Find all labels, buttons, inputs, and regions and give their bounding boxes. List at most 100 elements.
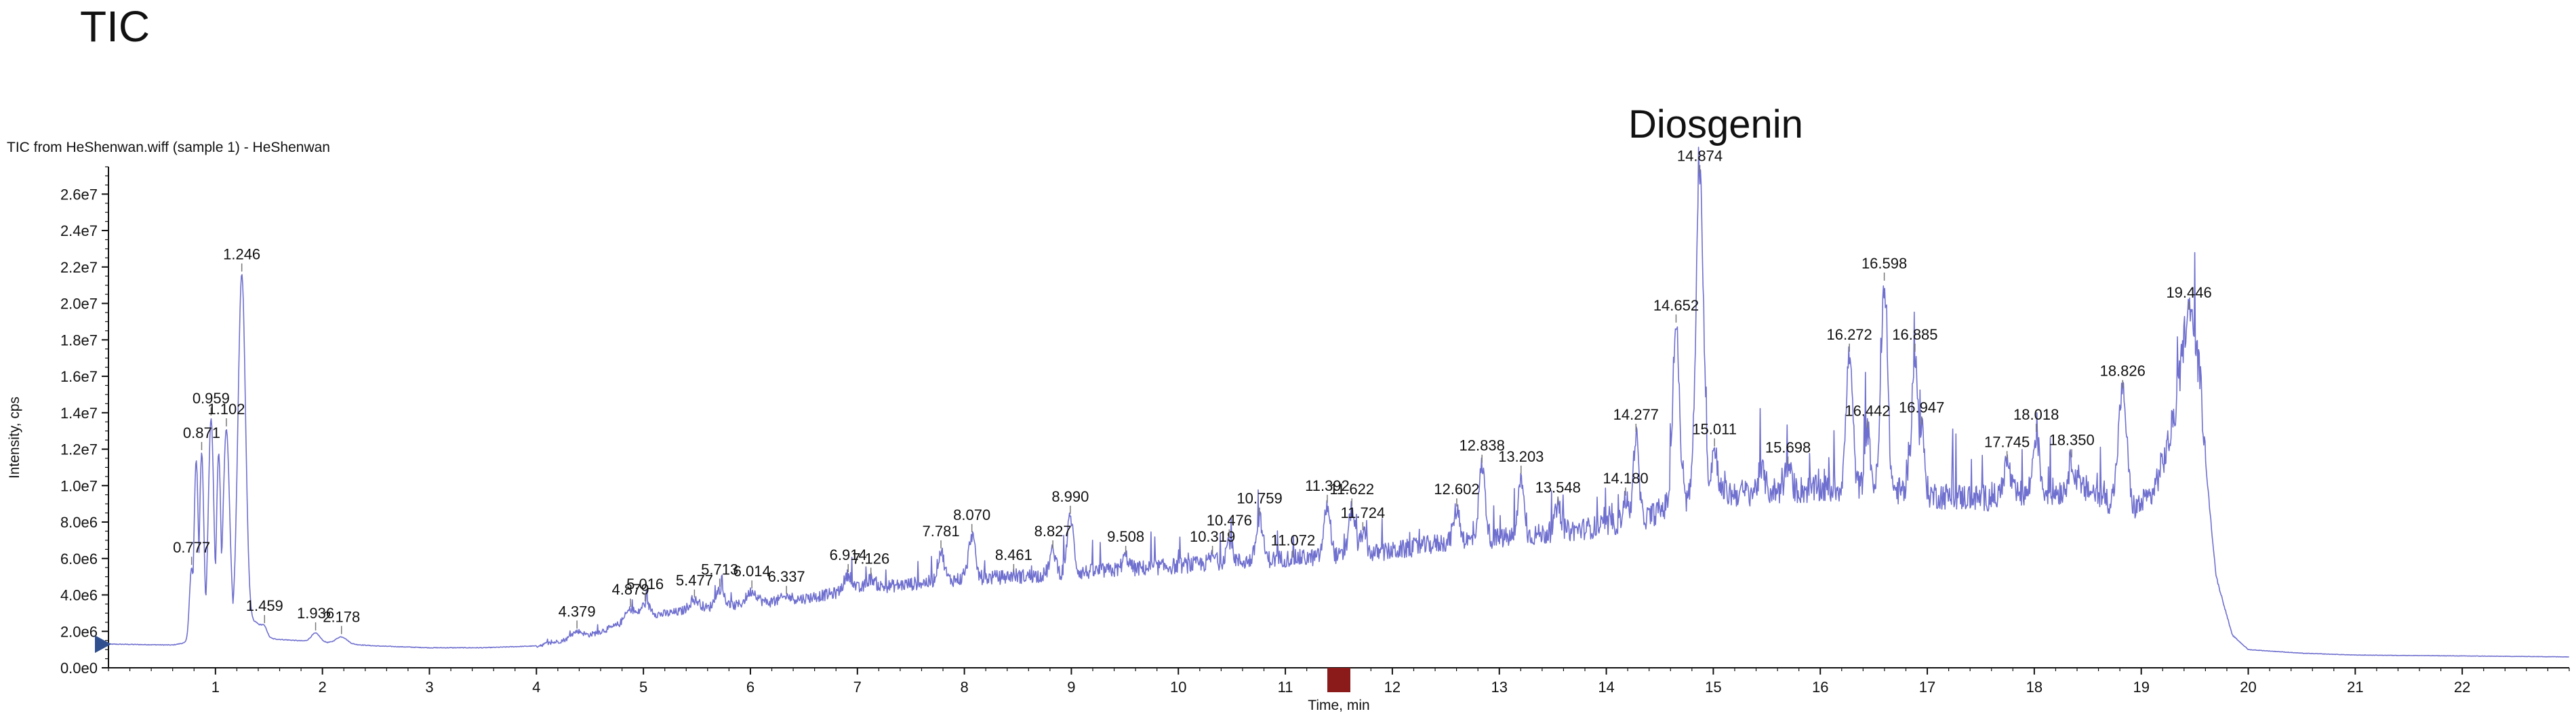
peak-label: 16.442 — [1845, 403, 1890, 420]
x-tick-label: 19 — [2133, 679, 2149, 696]
peak-label: 14.652 — [1653, 297, 1699, 314]
peak-label: 16.885 — [1892, 326, 1937, 343]
y-tick-label: 2.4e7 — [60, 222, 98, 239]
y-axis-title: Intensity, cps — [7, 397, 22, 479]
peak-label: 11.724 — [1341, 504, 1386, 521]
peak-label: 7.781 — [923, 523, 960, 540]
x-tick-label: 14 — [1598, 679, 1614, 696]
y-tick-label: 1.6e7 — [60, 368, 98, 385]
y-tick-label: 2.6e7 — [60, 186, 98, 203]
x-tick-label: 11 — [1278, 679, 1293, 696]
peak-label: 0.959 — [193, 390, 230, 407]
peak-label: 13.548 — [1535, 479, 1581, 496]
peak-label: 18.826 — [2100, 363, 2146, 380]
peak-label: 16.947 — [1899, 399, 1944, 416]
y-tick-label: 1.0e7 — [60, 477, 98, 494]
peak-label: 9.508 — [1107, 528, 1144, 545]
y-tick-label: 6.0e6 — [60, 551, 98, 567]
y-tick-label: 8.0e6 — [60, 514, 98, 531]
peak-label: 15.698 — [1765, 439, 1811, 456]
time-cursor-marker[interactable] — [1327, 668, 1350, 692]
peak-label: 8.461 — [995, 546, 1032, 563]
peak-label: 8.990 — [1051, 488, 1089, 505]
x-tick-label: 17 — [1919, 679, 1935, 696]
y-tick-label: 2.0e7 — [60, 296, 98, 313]
peak-label: 12.838 — [1460, 437, 1505, 454]
x-tick-label: 15 — [1705, 679, 1721, 696]
x-tick-label: 7 — [853, 679, 862, 696]
x-tick-label: 4 — [532, 679, 540, 696]
peak-label: 6.014 — [733, 563, 771, 580]
y-tick-label: 4.0e6 — [60, 587, 98, 604]
intensity-arrow-handle[interactable] — [95, 635, 111, 654]
x-tick-label: 18 — [2026, 679, 2042, 696]
peak-label: 10.476 — [1207, 512, 1252, 529]
x-tick-label: 10 — [1170, 679, 1186, 696]
compound-annotation: Diosgenin — [1628, 102, 1803, 146]
peak-label: 11.392 — [1305, 477, 1350, 494]
peak-label: 8.070 — [953, 506, 990, 523]
peak-label: 1.936 — [297, 605, 334, 622]
x-tick-label: 22 — [2454, 679, 2470, 696]
x-tick-label: 6 — [746, 679, 754, 696]
peak-label: 13.203 — [1498, 448, 1544, 465]
x-tick-label: 8 — [960, 679, 968, 696]
peak-label: 1.246 — [223, 246, 260, 263]
peak-label: 10.759 — [1236, 490, 1282, 507]
peak-label: 5.713 — [701, 561, 738, 578]
peak-label: 8.827 — [1034, 523, 1072, 540]
x-tick-label: 21 — [2347, 679, 2363, 696]
peak-label: 6.914 — [830, 546, 867, 563]
peak-label: 16.598 — [1861, 255, 1907, 272]
y-tick-label: 1.8e7 — [60, 332, 98, 348]
peak-label: 6.337 — [768, 568, 805, 585]
peak-label: 7.126 — [852, 550, 889, 567]
x-tick-label: 9 — [1067, 679, 1075, 696]
peak-label: 0.871 — [183, 424, 220, 441]
page-title: TIC — [80, 2, 150, 51]
peak-label: 4.379 — [559, 603, 596, 620]
chart-title: TIC from HeShenwan.wiff (sample 1) - HeS… — [7, 140, 330, 155]
x-tick-label: 16 — [1812, 679, 1828, 696]
axes — [108, 167, 2569, 668]
y-tick-label: 1.4e7 — [60, 405, 98, 422]
trace-layer — [108, 146, 2569, 658]
y-tick-label: 2.2e7 — [60, 259, 98, 276]
peak-label: 4.879 — [612, 581, 649, 598]
time-marker-layer[interactable] — [95, 635, 1350, 692]
peak-label: 11.072 — [1271, 532, 1316, 548]
peak-label: 19.446 — [2166, 284, 2211, 301]
peak-label: 15.011 — [1692, 421, 1737, 438]
peak-label: 5.016 — [626, 576, 664, 593]
y-tick-label: 2.0e6 — [60, 623, 98, 640]
peak-label: 16.272 — [1826, 326, 1872, 343]
peak-label: 12.602 — [1434, 481, 1479, 498]
x-axis-title: Time, min — [1308, 698, 1369, 713]
peak-label: 18.350 — [2049, 432, 2094, 449]
peak-label: 2.178 — [323, 608, 360, 625]
y-tick-label: 0.0e0 — [60, 660, 98, 677]
peak-label: 10.319 — [1190, 528, 1235, 545]
y-tick-label: 1.2e7 — [60, 441, 98, 458]
peak-label: 1.459 — [246, 597, 283, 614]
peak-label: 0.777 — [173, 539, 210, 556]
x-tick-label: 13 — [1491, 679, 1507, 696]
x-tick-label: 2 — [319, 679, 327, 696]
x-tick-label: 20 — [2240, 679, 2256, 696]
peak-label: 14.874 — [1677, 147, 1723, 164]
peak-label: 5.477 — [676, 572, 713, 589]
peak-label: 14.277 — [1613, 406, 1659, 423]
peak-label: 11.622 — [1329, 481, 1374, 498]
x-tick-label: 3 — [425, 679, 433, 696]
x-tick-label: 12 — [1384, 679, 1401, 696]
axis-ticks: 1 2 3 4 5 6 7 8 9 10 11 12 13 14 15 16 17 18 19 20 21 220.0e0… — [60, 166, 2570, 696]
peak-label: 17.745 — [1984, 433, 2030, 450]
tic-trace-line — [108, 146, 2569, 658]
peak-label: 14.180 — [1603, 470, 1648, 487]
x-tick-label: 1 — [212, 679, 220, 696]
peak-label: 1.102 — [207, 401, 245, 418]
peak-label: 18.018 — [2013, 406, 2059, 423]
x-tick-label: 5 — [639, 679, 647, 696]
